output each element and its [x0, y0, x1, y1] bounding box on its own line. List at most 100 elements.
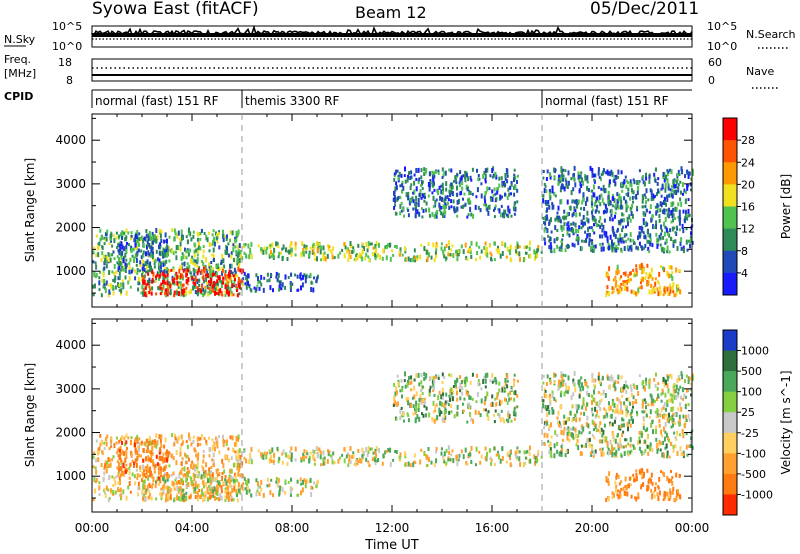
power-echo-cell	[475, 241, 478, 247]
power-echo-cell	[152, 240, 154, 245]
velocity-echo-cell	[546, 374, 549, 379]
power-echo-cell	[406, 177, 409, 183]
power-echo-cell	[186, 250, 189, 253]
power-echo-cell	[141, 284, 144, 289]
power-echo-cell	[561, 242, 563, 247]
velocity-echo-cell	[620, 404, 623, 410]
power-echo-cell	[456, 192, 459, 197]
velocity-echo-cell	[426, 463, 429, 467]
velocity-echo-cell	[619, 410, 622, 415]
power-echo-cell	[631, 213, 634, 219]
power-echo-cell	[368, 259, 371, 263]
velocity-echo-cell	[499, 458, 502, 464]
power-echo-cell	[137, 287, 140, 292]
power-echo-cell	[131, 267, 134, 272]
freq-right-tick-top: 60	[708, 56, 722, 69]
power-echo-cell	[421, 215, 424, 219]
velocity-echo-cell	[547, 439, 550, 443]
power-echo-cell	[611, 193, 614, 198]
power-echo-cell	[443, 171, 446, 174]
power-echo-cell	[619, 219, 622, 224]
velocity-echo-cell	[209, 482, 212, 486]
power-echo-cell	[270, 255, 273, 258]
power-echo-cell	[412, 207, 415, 211]
velocity-echo-cell	[586, 438, 589, 444]
power-echo-cell	[678, 228, 681, 232]
power-echo-cell	[289, 242, 292, 247]
velocity-echo-cell	[491, 401, 494, 407]
power-echo-cell	[241, 268, 244, 273]
velocity-echo-cell	[638, 446, 641, 451]
velocity-echo-cell	[115, 436, 118, 440]
velocity-echo-cell	[486, 391, 489, 397]
velocity-echo-cell	[494, 397, 497, 401]
power-echo-cell	[598, 220, 601, 223]
power-echo-cell	[654, 178, 657, 183]
power-echo-cell	[455, 207, 458, 213]
power-echo-cell	[600, 187, 603, 191]
power-echo-cell	[616, 288, 619, 292]
velocity-echo-cell	[119, 480, 121, 486]
velocity-echo-cell	[476, 392, 479, 398]
velocity-echo-cell	[614, 438, 617, 444]
velocity-echo-cell	[516, 405, 519, 409]
velocity-echo-cell	[562, 382, 564, 387]
power-echo-cell	[566, 211, 569, 217]
power-echo-cell	[233, 279, 236, 285]
power-echo-cell	[542, 176, 545, 180]
velocity-echo-cell	[596, 409, 599, 414]
power-echo-cell	[258, 286, 261, 291]
power-echo-cell	[622, 213, 625, 217]
power-echo-cell	[600, 246, 603, 252]
velocity-echo-cell	[202, 498, 205, 503]
velocity-echo-cell	[99, 442, 102, 447]
power-echo-cell	[657, 291, 660, 297]
power-echo-cell	[672, 239, 675, 244]
power-echo-cell	[668, 250, 671, 254]
power-echo-cell	[647, 280, 650, 285]
velocity-echo-cell	[234, 450, 237, 454]
power-echo-cell	[489, 196, 492, 200]
power-echo-cell	[156, 273, 159, 277]
power-echo-cell	[591, 210, 593, 215]
velocity-echo-cell	[590, 453, 593, 457]
power-echo-cell	[363, 246, 365, 252]
power-echo-cell	[666, 270, 669, 276]
power-echo-cell	[105, 231, 108, 236]
freq-trace	[92, 67, 692, 76]
velocity-echo-cell	[151, 482, 154, 486]
velocity-echo-cell	[428, 388, 431, 393]
velocity-echo-cell	[459, 375, 462, 380]
power-echo-cell	[138, 237, 141, 241]
power-echo-cell	[566, 243, 569, 249]
velocity-echo-cell	[568, 417, 570, 421]
velocity-echo-cell	[438, 390, 441, 395]
velocity-echo-cell	[494, 376, 497, 382]
velocity-echo-cell	[216, 486, 219, 492]
velocity-echo-cell	[600, 451, 603, 457]
power-echo-cell	[644, 243, 647, 248]
velocity-echo-cell	[263, 451, 266, 456]
power-echo-cell	[124, 275, 127, 280]
velocity-echo-cell	[182, 499, 185, 503]
power-echo-cell	[417, 203, 420, 207]
power-echo-cell	[222, 280, 224, 285]
velocity-echo-cell	[681, 387, 684, 393]
velocity-echo-cell	[562, 373, 565, 377]
power-echo-cell	[554, 217, 557, 222]
velocity-echo-cell	[542, 400, 545, 405]
velocity-echo-cell	[687, 376, 690, 382]
power-y-tick-label: 2000	[55, 221, 86, 235]
velocity-echo-cell	[584, 406, 587, 411]
power-echo-cell	[185, 249, 188, 254]
power-echo-cell	[236, 293, 239, 298]
velocity-echo-cell	[443, 415, 446, 419]
velocity-echo-cell	[672, 444, 675, 449]
velocity-echo-cell	[584, 380, 587, 386]
power-echo-cell	[194, 290, 197, 294]
power-echo-cell	[232, 243, 235, 247]
velocity-echo-cell	[207, 478, 209, 484]
velocity-echo-cell	[600, 427, 603, 432]
velocity-echo-cell	[629, 384, 632, 389]
velocity-echo-cell	[564, 382, 567, 387]
